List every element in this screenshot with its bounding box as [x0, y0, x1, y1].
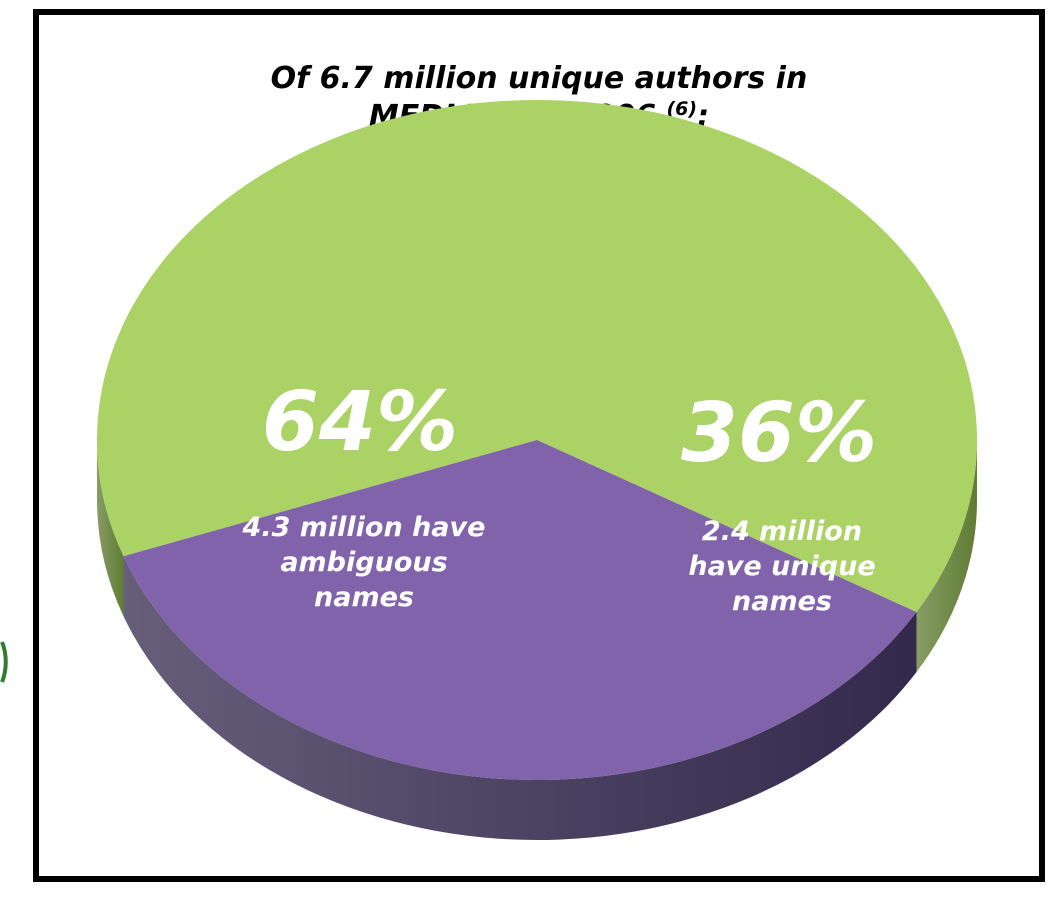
- slice-ambiguous-desc-line-1: 4.3 million have: [242, 512, 486, 543]
- slice-ambiguous-desc-line-2: ambiguous: [280, 547, 447, 578]
- slice-ambiguous-desc-line-3: names: [314, 582, 414, 613]
- slice-unique-percent-label: 36%: [681, 386, 877, 481]
- slice-unique-desc-line-1: 2.4 million: [702, 516, 862, 547]
- slice-ambiguous-percent-label: 64%: [262, 375, 458, 470]
- slice-unique-desc-line-2: have unique: [688, 551, 875, 582]
- slice-unique-desc-line-3: names: [732, 586, 832, 617]
